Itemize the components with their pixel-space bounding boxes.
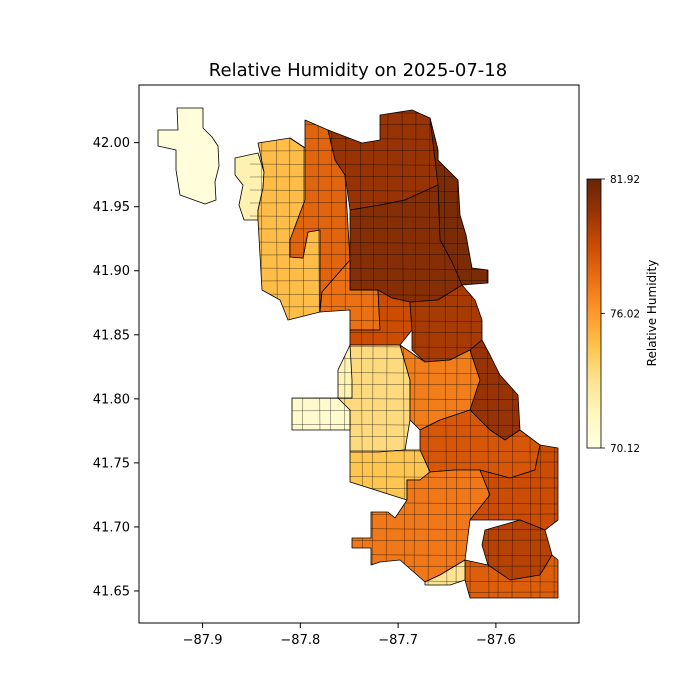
region-far-south-east: [469, 444, 559, 531]
x-tick-label: −87.7: [378, 633, 418, 648]
colorbar: 70.12 76.02 81.92 Relative Humidity: [586, 174, 659, 455]
y-tick-label: 41.70: [93, 520, 130, 535]
y-tick-label: 41.90: [93, 264, 130, 279]
x-tick-label: −87.8: [280, 633, 320, 648]
y-tick-label: 41.80: [93, 392, 130, 407]
map-area: [157, 107, 559, 599]
region-far-northwest-ohare: [157, 107, 220, 205]
x-tick-label: −87.9: [183, 633, 223, 648]
region-southwest-outer: [291, 397, 351, 431]
colorbar-tick-label: 70.12: [610, 443, 640, 455]
x-axis: −87.9 −87.8 −87.7 −87.6: [183, 623, 516, 648]
region-far-south-central: [351, 469, 491, 583]
colorbar-ticks: 70.12 76.02 81.92: [601, 174, 640, 455]
plot-frame: [138, 84, 580, 624]
y-axis: 41.65 41.70 41.75 41.80 41.85 41.90 41.95 42.00: [93, 136, 139, 599]
y-tick-label: 41.65: [93, 584, 130, 599]
colorbar-tick-label: 76.02: [610, 309, 640, 321]
y-tick-label: 41.95: [93, 200, 130, 215]
colorbar-gradient: [586, 178, 602, 449]
colorbar-title: Relative Humidity: [645, 260, 659, 367]
y-tick-label: 41.75: [93, 456, 130, 471]
y-tick-label: 41.85: [93, 328, 130, 343]
x-tick-label: −87.6: [476, 633, 516, 648]
colorbar-tick-label: 81.92: [610, 174, 640, 186]
chart-title: Relative Humidity on 2025-07-18: [209, 60, 507, 81]
y-tick-label: 42.00: [93, 136, 130, 151]
region-hegewisch: [464, 554, 559, 599]
